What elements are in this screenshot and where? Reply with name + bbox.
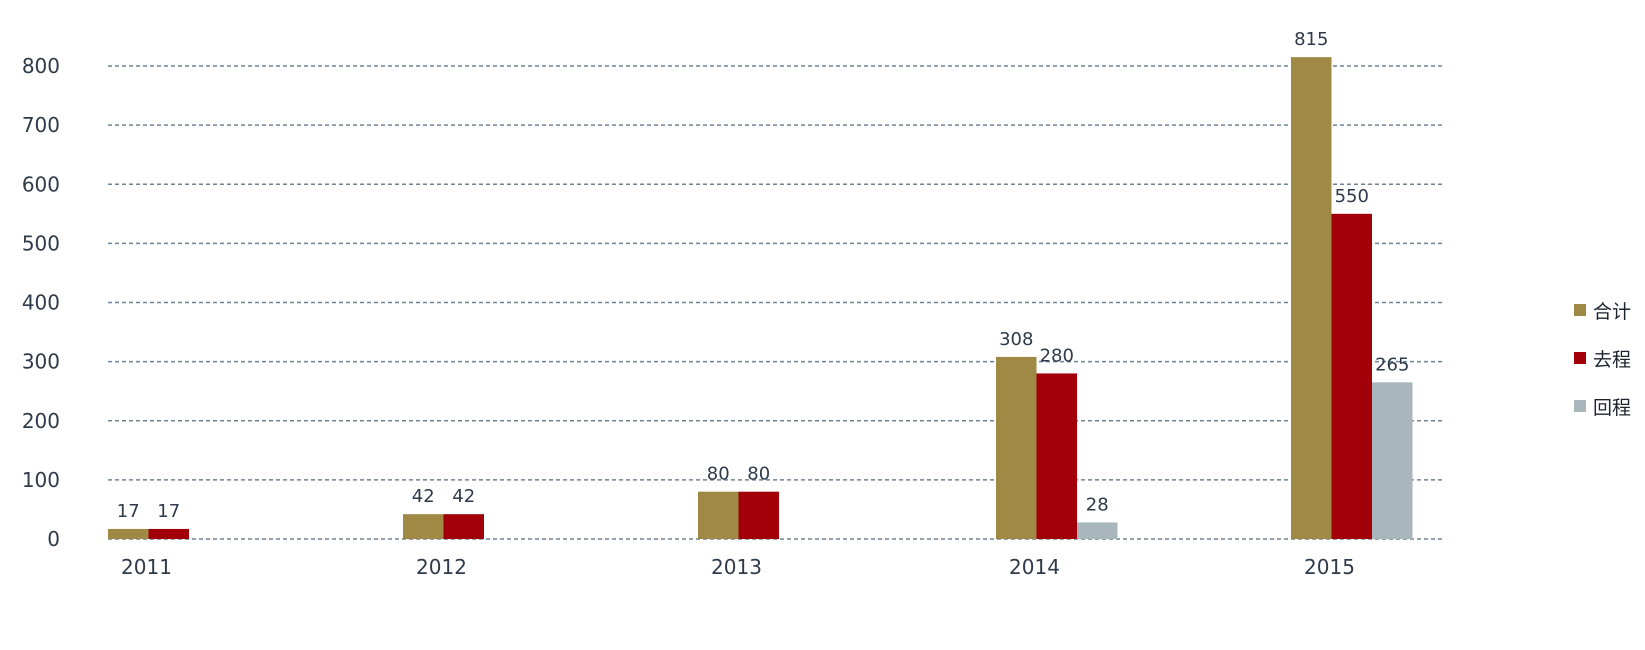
data-label-2013-series-0: 80 (707, 464, 730, 485)
y-tick-label-800: 800 (22, 54, 60, 78)
data-label-2015-series-0: 815 (1294, 29, 1328, 50)
data-label-2014-series-2: 28 (1086, 494, 1109, 515)
bar-2014-series-1 (1036, 373, 1077, 539)
data-label-2015-series-1: 550 (1335, 186, 1369, 207)
legend-swatch-total (1574, 304, 1586, 316)
legend-label-outbound: 去程 (1593, 348, 1632, 371)
y-tick-label-200: 200 (22, 409, 60, 433)
x-tick-label-2013: 2013 (711, 555, 762, 579)
legend-swatch-outbound (1574, 352, 1586, 364)
y-tick-label-400: 400 (22, 291, 60, 315)
x-tick-label-2011: 2011 (121, 555, 172, 579)
legend-label-return: 回程 (1593, 396, 1632, 419)
bar-2012-series-0 (403, 514, 444, 539)
bar-2011-series-1 (148, 528, 189, 539)
data-label-2015-series-2: 265 (1375, 354, 1409, 375)
data-labels: 17 42 80 308 815 17 42 80 280 550 28 265 (117, 29, 1410, 522)
y-tick-label-100: 100 (22, 468, 60, 492)
bar-2015-series-2 (1372, 382, 1413, 539)
bar-2013-series-0 (698, 491, 739, 539)
data-label-2012-series-0: 42 (412, 486, 435, 507)
x-tick-label-2012: 2012 (416, 555, 467, 579)
y-tick-label-500: 500 (22, 231, 60, 255)
y-tick-label-0: 0 (47, 527, 60, 551)
bar-2012-series-1 (443, 514, 484, 539)
legend-item-total: 合计 (1574, 296, 1631, 324)
bar-2014-series-0 (996, 356, 1037, 539)
y-axis: 0 100 200 300 400 500 600 700 800 (22, 54, 60, 551)
y-tick-label-300: 300 (22, 350, 60, 374)
data-label-2011-series-0: 17 (117, 501, 140, 522)
y-tick-label-700: 700 (22, 113, 60, 137)
legend-swatch-return (1574, 400, 1586, 412)
data-label-2012-series-1: 42 (452, 486, 475, 507)
y-tick-label-600: 600 (22, 172, 60, 196)
bars (108, 57, 1413, 539)
legend-label-total: 合计 (1593, 300, 1632, 323)
x-tick-label-2015: 2015 (1304, 555, 1355, 579)
legend: 合计 去程 回程 (1574, 296, 1631, 440)
bar-2013-series-1 (738, 491, 779, 539)
data-label-2013-series-1: 80 (747, 464, 770, 485)
data-label-2014-series-1: 280 (1040, 345, 1074, 366)
data-label-2011-series-1: 17 (157, 501, 180, 522)
grid-lines (108, 65, 1445, 540)
bar-2015-series-0 (1291, 57, 1332, 539)
x-tick-label-2014: 2014 (1009, 555, 1060, 579)
legend-item-outbound: 去程 (1574, 344, 1631, 372)
bar-2014-series-2 (1077, 522, 1118, 539)
bar-2015-series-1 (1331, 213, 1372, 539)
legend-item-return: 回程 (1574, 392, 1631, 420)
data-label-2014-series-0: 308 (999, 329, 1033, 350)
x-axis: 2011 2012 2013 2014 2015 (121, 555, 1355, 579)
bar-2011-series-0 (108, 528, 149, 539)
